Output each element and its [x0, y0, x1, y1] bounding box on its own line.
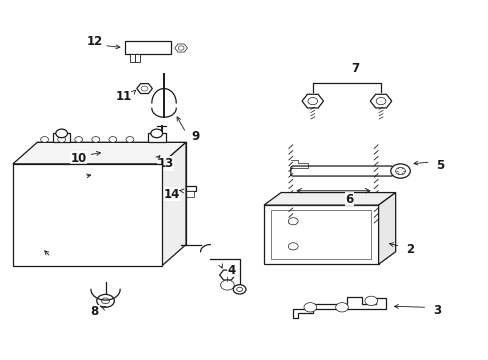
Polygon shape [161, 142, 185, 266]
Polygon shape [293, 297, 385, 318]
Polygon shape [264, 193, 395, 205]
Text: 12: 12 [86, 35, 102, 49]
Bar [168, 186, 195, 192]
Circle shape [233, 285, 245, 294]
Bar [96, 170, 140, 176]
Bar [53, 134, 70, 142]
Text: 2: 2 [406, 243, 413, 256]
Circle shape [390, 164, 409, 178]
Circle shape [109, 136, 117, 142]
Text: 14: 14 [66, 174, 83, 186]
Circle shape [364, 296, 377, 306]
Circle shape [102, 298, 109, 304]
Circle shape [335, 303, 347, 312]
Circle shape [151, 129, 162, 138]
Circle shape [178, 46, 183, 50]
Circle shape [288, 218, 298, 225]
Text: 14: 14 [164, 188, 180, 201]
Polygon shape [174, 44, 187, 52]
Circle shape [92, 136, 100, 142]
Bar [271, 211, 370, 259]
Text: 4: 4 [227, 264, 235, 277]
Polygon shape [137, 84, 152, 94]
Text: 3: 3 [432, 305, 440, 318]
Circle shape [395, 167, 405, 175]
Text: 11: 11 [115, 90, 131, 103]
Circle shape [41, 136, 48, 142]
Text: 7: 7 [351, 62, 359, 75]
Circle shape [220, 280, 234, 290]
Polygon shape [369, 94, 391, 108]
Text: 5: 5 [435, 159, 444, 172]
Bar [130, 54, 135, 62]
Text: 9: 9 [191, 130, 200, 143]
Circle shape [56, 129, 67, 138]
Circle shape [126, 136, 134, 142]
FancyBboxPatch shape [125, 41, 171, 54]
Polygon shape [302, 94, 323, 108]
Text: 10: 10 [70, 152, 87, 165]
Circle shape [58, 136, 65, 142]
Bar [13, 164, 161, 266]
Circle shape [307, 98, 317, 105]
Circle shape [141, 86, 148, 91]
Text: 6: 6 [345, 193, 353, 206]
Polygon shape [105, 146, 142, 157]
Polygon shape [378, 193, 395, 264]
Circle shape [236, 287, 242, 292]
Text: 8: 8 [90, 305, 99, 318]
Circle shape [375, 98, 385, 105]
Circle shape [288, 243, 298, 250]
Circle shape [119, 150, 129, 157]
Bar [135, 54, 140, 62]
Circle shape [97, 294, 114, 307]
Bar [264, 205, 378, 264]
Bar [148, 134, 165, 142]
Bar [183, 191, 194, 197]
Polygon shape [13, 142, 185, 164]
Circle shape [75, 136, 82, 142]
Polygon shape [219, 270, 235, 280]
Text: 13: 13 [157, 157, 173, 170]
Bar [96, 179, 135, 184]
Text: 1: 1 [37, 254, 45, 267]
Circle shape [304, 303, 316, 312]
FancyBboxPatch shape [290, 166, 392, 176]
